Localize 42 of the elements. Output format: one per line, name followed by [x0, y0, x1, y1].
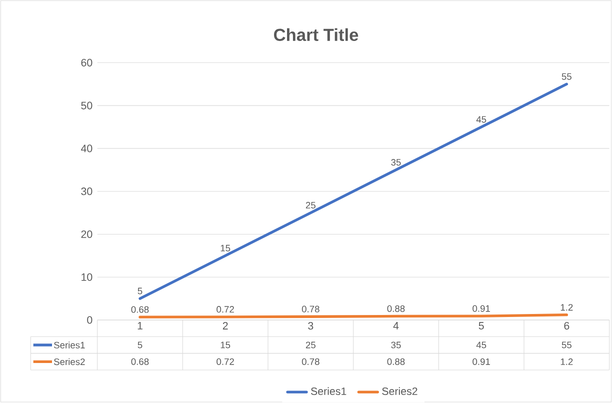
text: 55 [562, 74, 572, 80]
x-tick-label: 6 [564, 322, 570, 330]
text: 0.72 [216, 306, 234, 313]
text: Series2 [382, 387, 418, 396]
chart-title: Chart Title [274, 28, 358, 42]
data-label: 0.88 [387, 358, 405, 366]
data-label: 45 [476, 342, 486, 348]
y-tick-label: 20 [81, 230, 92, 238]
data-label: 0.91 [472, 358, 490, 366]
data-label: 5 [138, 342, 142, 348]
data-label: 25 [306, 342, 316, 348]
x-tick-label: 4 [393, 322, 399, 330]
y-tick-label: 30 [81, 188, 92, 196]
legend-label: Series1 [54, 342, 85, 349]
text: Series1 [310, 387, 346, 396]
data-label: 15 [220, 342, 230, 348]
text: 25 [306, 202, 316, 209]
text: 0.68 [131, 306, 149, 313]
data-label: 0.68 [131, 358, 149, 366]
y-tick-label: 60 [81, 59, 92, 67]
data-label: 1.2 [560, 358, 573, 366]
data-label: 35 [391, 342, 401, 348]
text: 1.2 [560, 304, 573, 311]
data-label: 0.72 [216, 358, 234, 366]
data-label: 0.78 [302, 358, 320, 366]
text: 35 [391, 159, 401, 166]
y-tick-label: 50 [81, 102, 92, 110]
y-tick-label: 0 [87, 316, 92, 324]
x-tick-label: 2 [222, 322, 228, 330]
data-label: 55 [562, 342, 572, 348]
y-tick-label: 10 [82, 274, 92, 282]
text: 0.88 [387, 306, 405, 312]
x-tick-label: 3 [308, 322, 314, 330]
legend-label: Series2 [54, 358, 85, 366]
x-tick-label: 5 [478, 322, 484, 330]
text: 0.91 [472, 305, 490, 312]
x-tick-label: 1 [138, 322, 142, 330]
text: 0.78 [302, 306, 320, 313]
text: 5 [138, 288, 142, 294]
text: 45 [476, 116, 486, 123]
y-tick-label: 40 [81, 144, 92, 152]
text: 15 [220, 245, 230, 252]
